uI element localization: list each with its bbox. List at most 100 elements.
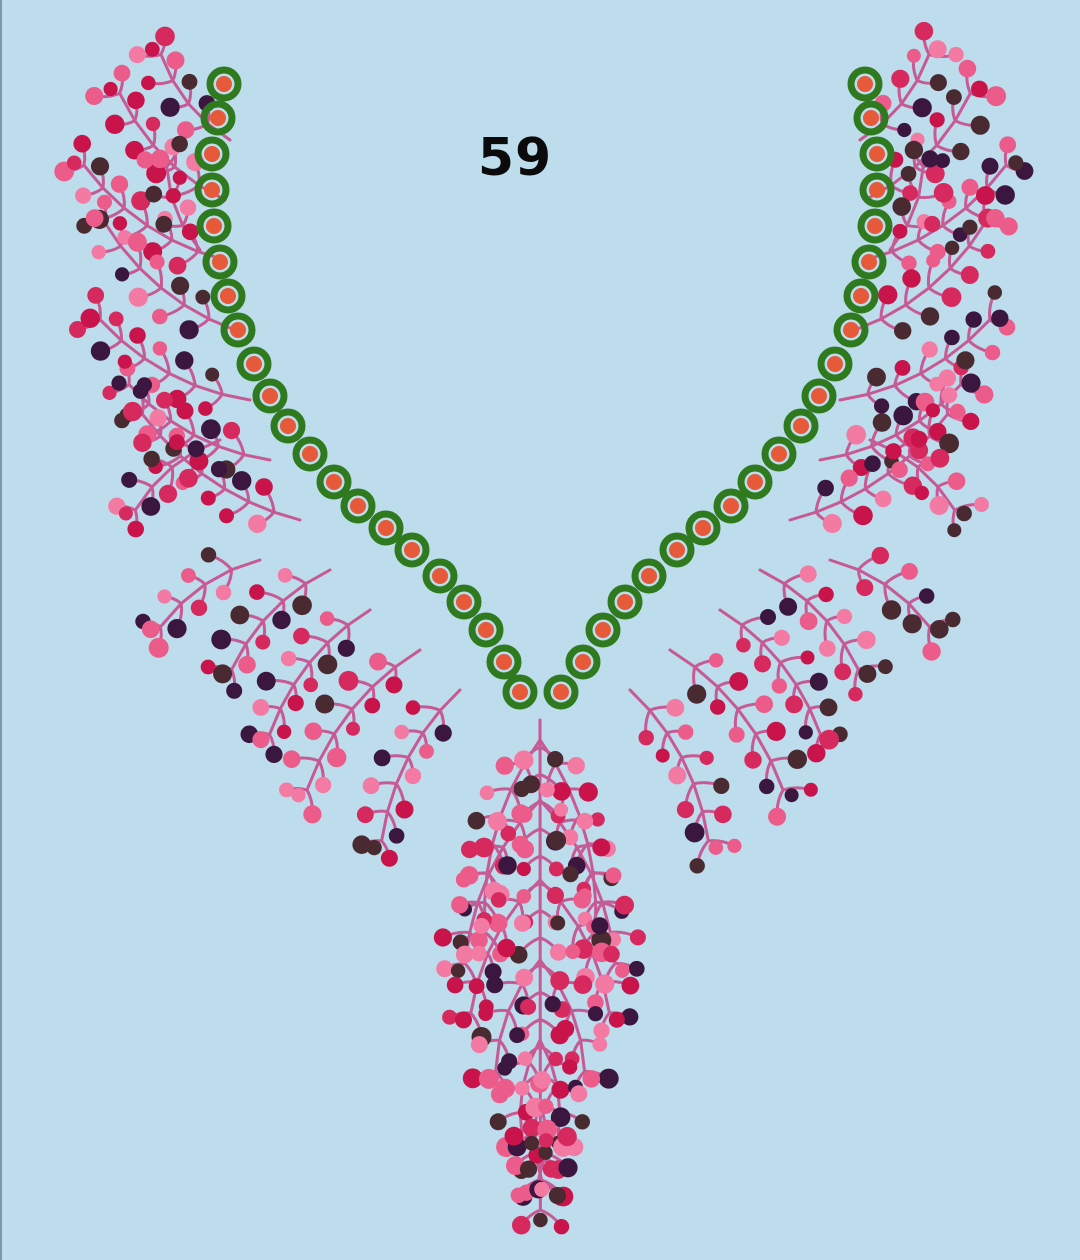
stem: [230, 642, 248, 672]
stem: [476, 872, 491, 905]
stem: [883, 582, 911, 605]
stem: [838, 392, 870, 402]
neckline-ring-center: [478, 622, 494, 638]
embroidery-dot: [768, 807, 787, 826]
neckline-ring-center: [204, 182, 220, 198]
stem: [145, 224, 174, 242]
embroidery-dot: [928, 40, 947, 59]
embroidery-dot: [874, 398, 890, 414]
embroidery-dot: [315, 694, 335, 714]
embroidery-dot: [66, 155, 82, 171]
embroidery-dot: [570, 1085, 588, 1103]
embroidery-dot: [846, 425, 866, 445]
embroidery-dot: [930, 448, 950, 468]
embroidery-dot: [198, 401, 213, 416]
stem: [119, 339, 147, 360]
neckline-rings: [194, 66, 895, 710]
embroidery-dot: [90, 157, 110, 176]
embroidery-dot: [947, 472, 966, 491]
embroidery-dot: [912, 98, 932, 118]
embroidery-dot: [369, 652, 387, 671]
embroidery-dot: [946, 89, 962, 105]
embroidery-dot: [798, 725, 813, 740]
embroidery-dot: [205, 367, 220, 382]
embroidery-dot: [538, 1098, 554, 1115]
embroidery-dot: [538, 1133, 554, 1148]
stem: [754, 732, 773, 763]
embroidery-dot: [87, 287, 105, 304]
embroidery-dot: [179, 320, 199, 340]
embroidery-dot: [629, 929, 646, 946]
embroidery-dot: [219, 508, 234, 524]
embroidery-dot: [974, 497, 989, 512]
neckline-ring-center: [404, 542, 420, 558]
neckline-ring: [202, 244, 238, 280]
neckline-ring: [446, 584, 482, 620]
stem: [122, 206, 149, 228]
stem: [159, 286, 186, 307]
embroidery-dot: [941, 287, 962, 307]
embroidery-dot: [148, 637, 169, 658]
embroidery-dot: [710, 699, 726, 715]
embroidery-dot: [986, 209, 1005, 228]
neckline-ring-center: [793, 418, 809, 434]
embroidery-dot: [956, 351, 975, 370]
embroidery-dot: [315, 776, 332, 794]
embroidery-dot: [511, 804, 530, 823]
embroidery-dot: [819, 698, 838, 717]
embroidery-dot: [282, 750, 301, 768]
embroidery-dot: [190, 599, 208, 616]
stem: [916, 224, 945, 242]
embroidery-dot: [395, 800, 414, 819]
embroidery-dot: [293, 627, 310, 645]
embroidery-dot: [256, 671, 276, 691]
stem: [242, 453, 272, 462]
embroidery-dot: [565, 944, 581, 960]
neckline-ring-center: [863, 110, 879, 126]
embroidery-dot: [102, 385, 117, 400]
neckline-ring: [843, 278, 879, 314]
embroidery-dot: [941, 387, 958, 404]
embroidery-dot: [986, 86, 1007, 107]
stem: [570, 1009, 583, 1042]
neckline-ring-center: [641, 568, 657, 584]
embroidery-dot: [470, 1036, 488, 1054]
embroidery-dot: [773, 629, 790, 646]
embroidery-dot: [103, 81, 118, 97]
embroidery-dot: [727, 838, 742, 854]
stem: [866, 384, 897, 396]
neckline-ring: [368, 510, 404, 546]
embroidery-dot: [922, 642, 941, 661]
embroidery-dot: [317, 654, 338, 675]
embroidery-dot: [272, 610, 291, 630]
embroidery-dot: [450, 963, 466, 978]
embroidery-dot: [803, 782, 818, 797]
embroidery-dot: [958, 59, 977, 78]
stem: [894, 419, 921, 437]
embroidery-dot: [920, 307, 940, 326]
embroidery-dot: [759, 778, 775, 795]
stem: [665, 731, 684, 759]
embroidery-dot: [141, 620, 160, 639]
embroidery-dot: [881, 600, 902, 620]
stem: [825, 619, 846, 646]
embroidery-dot: [593, 1022, 610, 1039]
embroidery-dot: [708, 653, 724, 668]
embroidery-dot: [556, 1019, 575, 1038]
embroidery-dot: [478, 1006, 493, 1021]
embroidery-dot: [168, 256, 187, 275]
embroidery-dot: [388, 828, 405, 844]
neckline-ring: [585, 612, 621, 648]
stem: [498, 1009, 510, 1042]
embroidery-dot: [515, 840, 535, 859]
embroidery-dot: [146, 163, 167, 184]
embroidery-dot: [553, 1219, 570, 1235]
stem: [171, 79, 191, 106]
neckline-ring-center: [695, 520, 711, 536]
embroidery-dot: [517, 1051, 533, 1066]
stem: [133, 485, 154, 512]
embroidery-dot: [995, 185, 1015, 205]
embroidery-dot: [462, 1068, 483, 1089]
embroidery-dot: [304, 722, 323, 741]
stem: [778, 661, 798, 687]
